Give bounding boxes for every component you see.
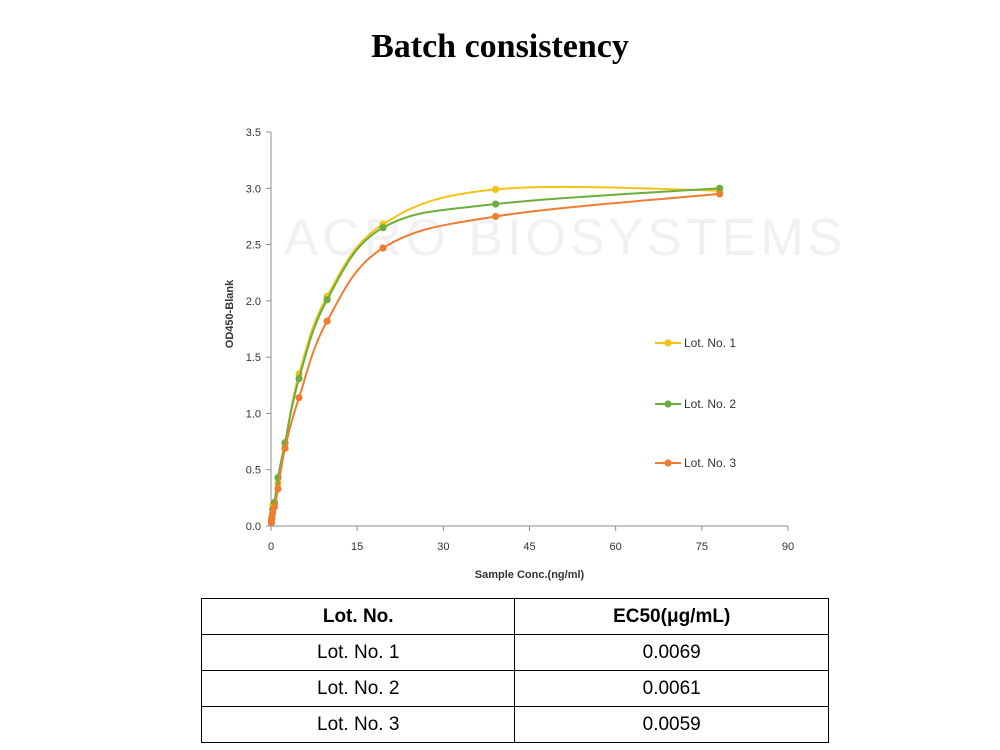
legend-marker <box>664 400 672 408</box>
y-tick-label: 1.0 <box>246 408 261 420</box>
legend-label: Lot. No. 1 <box>684 336 736 350</box>
data-point <box>323 296 331 304</box>
x-tick-label: 90 <box>782 541 794 553</box>
data-point <box>268 514 276 522</box>
x-tick-label: 15 <box>351 541 363 553</box>
x-axis-label: Sample Conc.(ng/ml) <box>475 569 585 581</box>
ec50-table: Lot. No. EC50(μg/mL) Lot. No. 1 0.0069 L… <box>200 598 829 743</box>
y-tick-label: 0.0 <box>246 521 261 533</box>
data-point <box>492 185 500 194</box>
table-row: Lot. No. 3 0.0059 <box>200 706 829 743</box>
table-cell-ec50: 0.0069 <box>514 634 829 671</box>
data-point <box>323 317 331 325</box>
data-point <box>716 184 724 192</box>
y-tick-label: 3.0 <box>246 183 261 195</box>
table-row: Lot. No. 1 0.0069 <box>200 634 829 671</box>
data-point <box>379 244 387 252</box>
data-point <box>379 224 387 232</box>
y-tick-label: 3.5 <box>246 127 261 139</box>
x-tick-label: 0 <box>268 541 274 553</box>
column-header-ec50: EC50(μg/mL) <box>514 598 829 635</box>
legend-label: Lot. No. 3 <box>684 456 736 470</box>
data-point <box>492 200 500 208</box>
y-tick-label: 1.5 <box>246 352 261 364</box>
table-cell-ec50: 0.0059 <box>514 706 829 743</box>
data-point <box>281 444 289 452</box>
legend-marker <box>664 459 672 467</box>
page-title: Batch consistency <box>371 28 629 65</box>
data-point <box>295 394 303 402</box>
series-group: Lot. No. 3 <box>267 190 736 527</box>
column-header-lot: Lot. No. <box>200 598 516 635</box>
watermark-text: ACRO BIOSYSTEMS <box>284 209 847 267</box>
data-point <box>270 503 279 511</box>
legend-label: Lot. No. 2 <box>684 397 736 411</box>
data-point <box>716 190 724 198</box>
table-cell-lot: Lot. No. 1 <box>200 634 516 671</box>
table-row: Lot. No. 2 0.0061 <box>200 670 829 707</box>
table-header-row: Lot. No. EC50(μg/mL) <box>200 598 829 635</box>
y-tick-label: 2.0 <box>246 296 261 308</box>
x-tick-label: 30 <box>437 541 449 553</box>
table-cell-lot: Lot. No. 3 <box>200 706 516 743</box>
data-point <box>269 508 277 517</box>
x-tick-label: 60 <box>610 541 622 553</box>
data-point <box>295 374 303 383</box>
x-tick-label: 45 <box>523 541 535 553</box>
table-cell-ec50: 0.0061 <box>514 670 829 707</box>
x-tick-label: 75 <box>696 541 708 553</box>
ec50-line-chart: ACRO BIOSYSTEMS 0.0 0.5 1.0 1.5 2.0 2.5 3.0 3.5 0… <box>224 127 847 581</box>
legend-marker <box>664 339 672 347</box>
table-cell-lot: Lot. No. 2 <box>200 670 516 707</box>
y-tick-label: 0.5 <box>246 465 261 477</box>
y-tick-label: 2.5 <box>246 240 261 252</box>
y-axis-label: OD450-Blank <box>224 279 236 348</box>
data-point <box>274 485 282 493</box>
data-point <box>492 212 500 221</box>
